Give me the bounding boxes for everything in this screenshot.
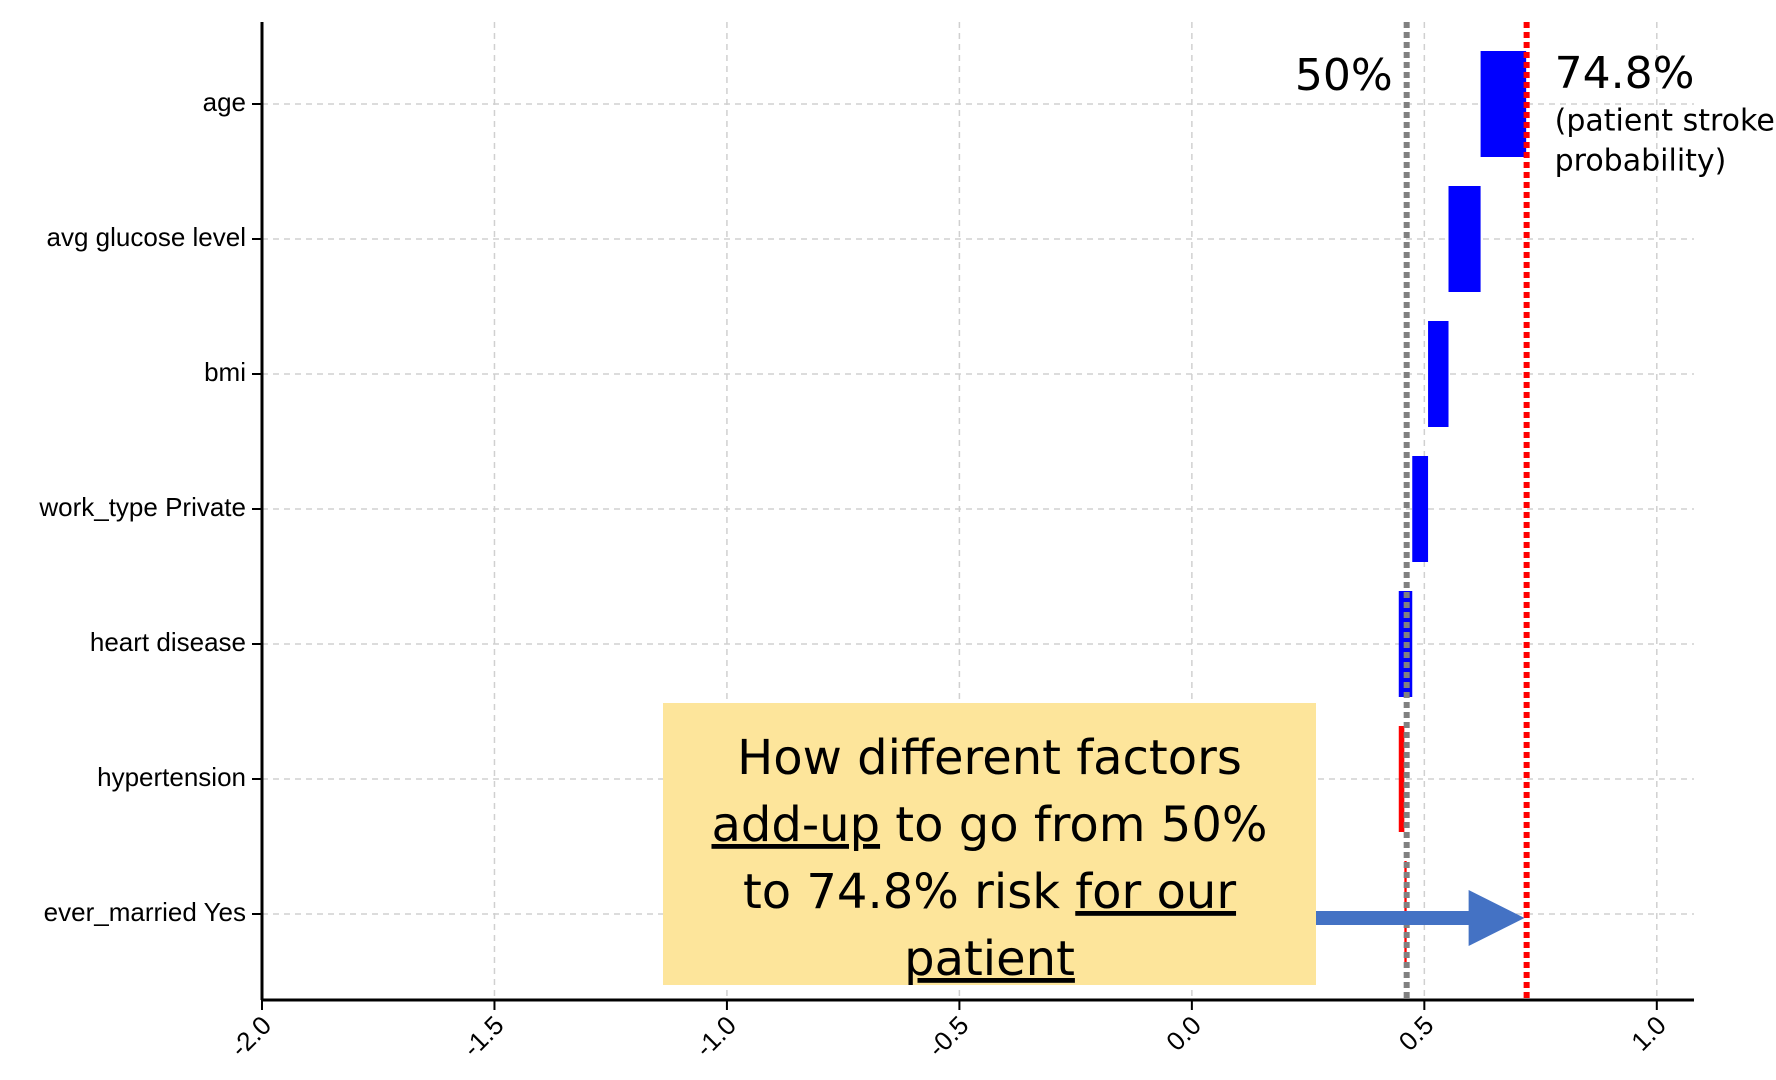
y-tick-label: ever_married Yes [44, 897, 246, 927]
annotation-text: to go from 50% [880, 797, 1267, 853]
bar [1448, 186, 1481, 292]
y-tick-label: age [203, 87, 246, 117]
final-note: (patient stroke [1555, 104, 1775, 139]
annotation-box [663, 703, 1316, 985]
annotation-text: How different factors [737, 730, 1242, 786]
y-tick-label: hypertension [97, 762, 246, 792]
annotation-line: How different factors [737, 730, 1242, 786]
x-tick-label: -2.0 [224, 1010, 277, 1063]
final-label: 74.8% [1555, 48, 1695, 99]
annotation-line: patient [904, 931, 1075, 987]
bar [1398, 726, 1405, 832]
annotation-text: add-up [711, 797, 880, 853]
bar [1412, 456, 1429, 562]
final-note: probability) [1555, 144, 1727, 179]
bar [1428, 321, 1449, 427]
y-tick-label: work_type Private [38, 492, 246, 522]
x-tick-label: 0.5 [1393, 1010, 1440, 1057]
annotation-text: patient [904, 931, 1075, 987]
x-tick-label: -1.5 [457, 1010, 510, 1063]
x-tick-label: -1.0 [689, 1010, 742, 1063]
base-label: 50% [1295, 50, 1393, 101]
annotation-line: add-up to go from 50% [711, 797, 1267, 853]
x-tick-label: -0.5 [922, 1010, 975, 1063]
y-tick-label: bmi [204, 357, 246, 387]
x-tick-label: 1.0 [1625, 1010, 1672, 1057]
bar [1480, 51, 1527, 157]
y-tick-label: avg glucose level [47, 222, 246, 252]
y-tick-label: heart disease [90, 627, 246, 657]
annotation-line: to 74.8% risk for our [743, 864, 1236, 920]
x-tick-label: 0.0 [1160, 1010, 1207, 1057]
annotation-text: to 74.8% risk [743, 864, 1075, 920]
annotation-text: for our [1075, 864, 1236, 920]
